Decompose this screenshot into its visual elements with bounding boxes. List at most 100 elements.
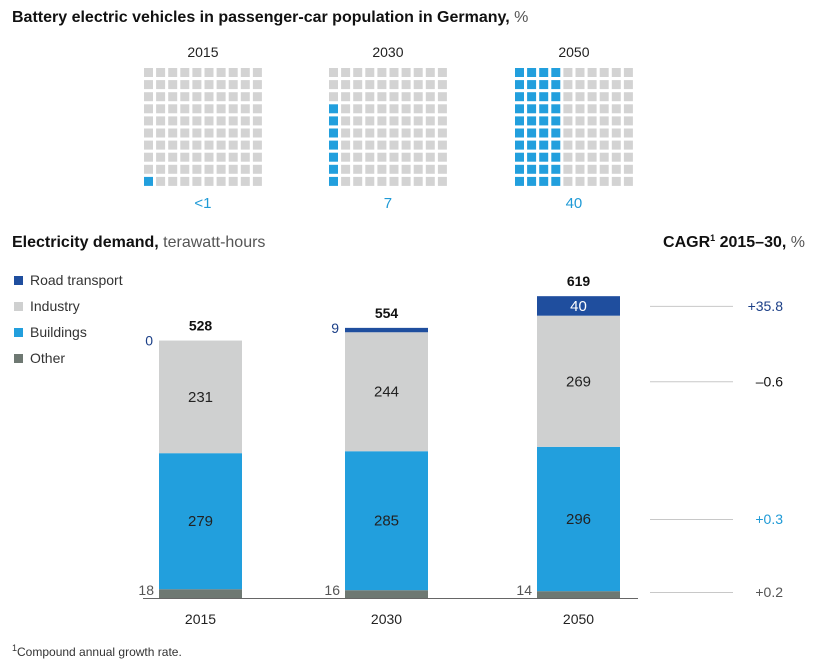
waffle-cell-empty xyxy=(611,152,621,162)
waffle-cell-empty xyxy=(204,176,214,186)
waffle-cell-empty xyxy=(252,140,262,150)
waffle-cell-empty xyxy=(365,92,375,102)
waffle-cell-empty xyxy=(587,128,597,138)
waffle-cell-empty xyxy=(204,152,214,162)
waffle-cell-empty xyxy=(587,104,597,114)
waffle-cell-empty xyxy=(240,140,250,150)
bar-segment-buildings xyxy=(537,446,620,592)
waffle-cell-empty xyxy=(365,140,375,150)
waffle-cell-empty xyxy=(425,116,435,126)
cagr-item-buildings: +0.3 xyxy=(650,511,783,527)
waffle-cell-empty xyxy=(240,116,250,126)
bar-segment-other xyxy=(159,589,242,598)
waffle-cell-empty xyxy=(144,164,153,174)
waffle-cell-empty xyxy=(413,176,423,186)
waffle-cell-empty xyxy=(252,80,262,90)
waffle-cell-filled xyxy=(329,152,338,162)
waffle-cell-empty xyxy=(611,92,621,102)
waffle-cell-filled xyxy=(527,116,537,126)
waffle-cell-empty xyxy=(156,68,166,77)
waffle-cell-empty xyxy=(413,116,423,126)
cagr-title: CAGR1 2015–30, % xyxy=(663,233,805,251)
waffle-cell-empty xyxy=(425,92,435,102)
waffle-cell-filled xyxy=(527,92,537,102)
waffle-cell-empty xyxy=(365,116,375,126)
legend-item-buildings: Buildings xyxy=(14,324,87,340)
waffle-cell-empty xyxy=(611,140,621,150)
cagr-value: +0.2 xyxy=(755,584,783,600)
waffle-cell-empty xyxy=(425,176,435,186)
waffle-cell-empty xyxy=(389,92,399,102)
waffle-cell-empty xyxy=(401,164,411,174)
waffle-cell-empty xyxy=(252,164,262,174)
waffle-cell-empty xyxy=(401,116,411,126)
waffle-cell-empty xyxy=(240,80,250,90)
waffle-cell-empty xyxy=(180,140,190,150)
waffle-cell-empty xyxy=(168,92,178,102)
waffle-cell-empty xyxy=(341,176,351,186)
segment-label-other: 16 xyxy=(324,582,340,598)
waffle-cell-empty xyxy=(341,80,351,90)
waffle-cell-empty xyxy=(228,92,238,102)
waffle-cell-empty xyxy=(216,128,226,138)
bar-segment-road_transport xyxy=(345,327,428,333)
waffle-cell-empty xyxy=(240,176,250,186)
waffle-cell-empty xyxy=(401,176,411,186)
waffle-cell-filled xyxy=(551,152,561,162)
waffle-cell-filled xyxy=(515,80,524,90)
waffle-cell-empty xyxy=(389,176,399,186)
bar-segment-industry xyxy=(537,315,620,447)
waffle-cell-filled xyxy=(527,80,537,90)
waffle-cell-empty xyxy=(353,164,363,174)
waffle-cell-empty xyxy=(389,80,399,90)
waffle-cell-empty xyxy=(425,104,435,114)
waffle-cell-empty xyxy=(401,128,411,138)
cagr-item-road_transport: +35.8 xyxy=(650,298,783,314)
waffle-cell-empty xyxy=(563,116,573,126)
waffle-cell-empty xyxy=(563,128,573,138)
waffle-cell-empty xyxy=(377,104,387,114)
waffle-cell-empty xyxy=(575,68,585,77)
waffle-cell-empty xyxy=(425,152,435,162)
bar-segment-road_transport xyxy=(537,296,620,316)
waffle-cell-empty xyxy=(180,104,190,114)
waffle-cell-empty xyxy=(156,80,166,90)
waffle-cell-empty xyxy=(575,140,585,150)
waffle-cell-filled xyxy=(551,92,561,102)
waffle-cell-filled xyxy=(551,140,561,150)
waffle-cell-empty xyxy=(413,104,423,114)
cagr-value: +35.8 xyxy=(748,298,784,314)
cagr-item-other: +0.2 xyxy=(650,584,783,600)
waffle-cell-empty xyxy=(365,68,375,77)
waffle-cell-empty xyxy=(353,140,363,150)
waffle-cell-empty xyxy=(587,140,597,150)
waffle-cell-empty xyxy=(413,80,423,90)
waffle-cell-empty xyxy=(168,176,178,186)
bar-2015: 18 279 231 0 528 2015 xyxy=(138,318,242,627)
waffle-cell-empty xyxy=(587,68,597,77)
segment-label-industry: 269 xyxy=(566,373,591,390)
waffle-cell-empty xyxy=(180,152,190,162)
waffle-cell-empty xyxy=(611,68,621,77)
x-tick-label: 2030 xyxy=(371,611,402,627)
waffle-cell-empty xyxy=(216,152,226,162)
waffle-cell-empty xyxy=(611,164,621,174)
waffle-cell-empty xyxy=(156,116,166,126)
bar-segment-other xyxy=(345,590,428,598)
waffle-cell-empty xyxy=(437,128,447,138)
waffle-cell-empty xyxy=(168,128,178,138)
waffle-cell-empty xyxy=(587,164,597,174)
waffle-cell-empty xyxy=(365,128,375,138)
waffle-cell-empty xyxy=(401,152,411,162)
waffle-cell-filled xyxy=(551,164,561,174)
waffle-cell-empty xyxy=(156,104,166,114)
waffle-cell-empty xyxy=(240,164,250,174)
waffle-cell-empty xyxy=(180,176,190,186)
waffle-cell-empty xyxy=(240,128,250,138)
bar-segment-other xyxy=(537,591,620,598)
waffle-panel-2030: 2030 7 xyxy=(329,44,447,212)
waffle-cell-empty xyxy=(599,164,609,174)
stacked-bars: 18 279 231 0 528 2015 16 285 244 9 554 2030 14 296 269… xyxy=(138,273,638,627)
legend: Road transport Industry Buildings Other xyxy=(14,272,123,366)
waffle-cell-empty xyxy=(216,92,226,102)
